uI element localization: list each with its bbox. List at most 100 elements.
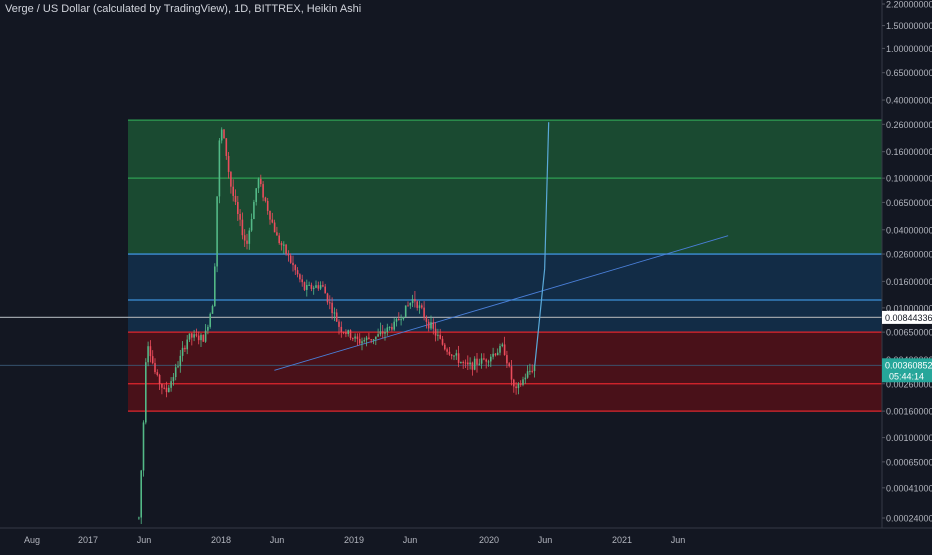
candle-body (276, 232, 278, 236)
time-tick-label: 2019 (344, 535, 364, 545)
candle-body (370, 339, 373, 341)
candle (483, 353, 485, 361)
candle (220, 127, 223, 144)
candle-body (138, 517, 140, 519)
candle-body (464, 362, 467, 364)
candle (181, 341, 184, 362)
candle (163, 384, 166, 390)
candle-body (322, 285, 324, 287)
time-axis[interactable]: Aug 2017 Jun 2018 Jun 2019 Jun 2020 Jun 2021 Jun (0, 527, 932, 550)
candle (457, 345, 460, 368)
candle-body (375, 336, 377, 340)
candle-body (414, 299, 416, 302)
candle-body (280, 243, 283, 246)
candle-body (372, 339, 375, 341)
candle (533, 364, 536, 378)
chart-title: Verge / US Dollar (calculated by Trading… (5, 3, 362, 15)
candle-body (335, 312, 338, 322)
price-tick-label: 1.00000000 (886, 44, 932, 54)
candle-body (287, 253, 290, 256)
candle (427, 318, 430, 332)
candle (393, 318, 396, 332)
candle (441, 335, 444, 346)
candle (140, 469, 143, 524)
candle (248, 227, 251, 250)
candle-body (439, 334, 442, 339)
price-tick-label: 0.01000000 (886, 303, 932, 313)
candle-body (285, 244, 287, 254)
candle (349, 329, 352, 341)
candle-body (271, 219, 274, 223)
candle (151, 350, 154, 365)
candle (145, 358, 147, 425)
candle-body (283, 244, 285, 246)
candle (264, 196, 267, 203)
zones-layer (128, 119, 882, 412)
candle-body (462, 361, 465, 363)
candle-body (239, 214, 241, 220)
candle (308, 281, 310, 286)
candle (400, 314, 402, 326)
candle (492, 347, 494, 360)
candle (255, 187, 258, 206)
candle-body (517, 383, 520, 389)
candle (345, 329, 347, 338)
price-axis[interactable]: 2.20000000 1.50000000 1.00000000 0.65000000… (881, 0, 932, 550)
time-tick-label: Aug (24, 535, 40, 545)
price-tick-label: 0.04000000 (886, 225, 932, 235)
candle-body (400, 319, 402, 321)
candle (285, 243, 287, 256)
candle (241, 212, 244, 240)
candle-body (384, 331, 386, 334)
candle (480, 353, 483, 369)
candle (225, 138, 228, 160)
candle-body (310, 284, 313, 289)
candle-body (430, 322, 432, 329)
candle-body (319, 285, 322, 289)
candle (324, 283, 327, 294)
candle (395, 317, 398, 327)
candle (513, 378, 515, 393)
price-tick-label: 0.00260000 (886, 379, 932, 389)
candle-body (345, 332, 347, 334)
candle (260, 174, 262, 187)
candle (317, 281, 320, 291)
candle-body (519, 383, 522, 385)
price-tick-label: 0.65000000 (886, 68, 932, 78)
candle-body (197, 335, 200, 341)
candle-body (515, 386, 517, 389)
candle-body (278, 235, 281, 244)
candle (414, 290, 416, 308)
candle-body (299, 274, 301, 280)
candle (478, 358, 481, 366)
candle-body (257, 178, 260, 189)
candle (377, 328, 379, 338)
candle-body (174, 367, 177, 378)
candle-body (163, 387, 166, 389)
price-tick-label: 0.02600000 (886, 250, 932, 260)
candle-body (200, 334, 202, 341)
candle (490, 354, 492, 368)
candle (386, 323, 389, 336)
candle-body (347, 330, 350, 334)
candle (315, 280, 317, 289)
candle-body (368, 337, 370, 340)
candle (381, 324, 384, 339)
time-tick-label: Jun (538, 535, 553, 545)
candle (508, 362, 511, 368)
candle (499, 343, 501, 356)
time-tick-label: 2021 (612, 535, 632, 545)
price-tick-label: 0.00650000 (886, 328, 932, 338)
candle (425, 315, 428, 329)
candle-body (172, 377, 175, 382)
candle-body (508, 363, 511, 367)
candle-body (441, 338, 444, 345)
candle-body (391, 326, 393, 330)
candle (506, 350, 508, 368)
candle (503, 336, 506, 356)
candle (471, 361, 474, 376)
candle-body (342, 332, 345, 334)
candle (416, 300, 419, 311)
